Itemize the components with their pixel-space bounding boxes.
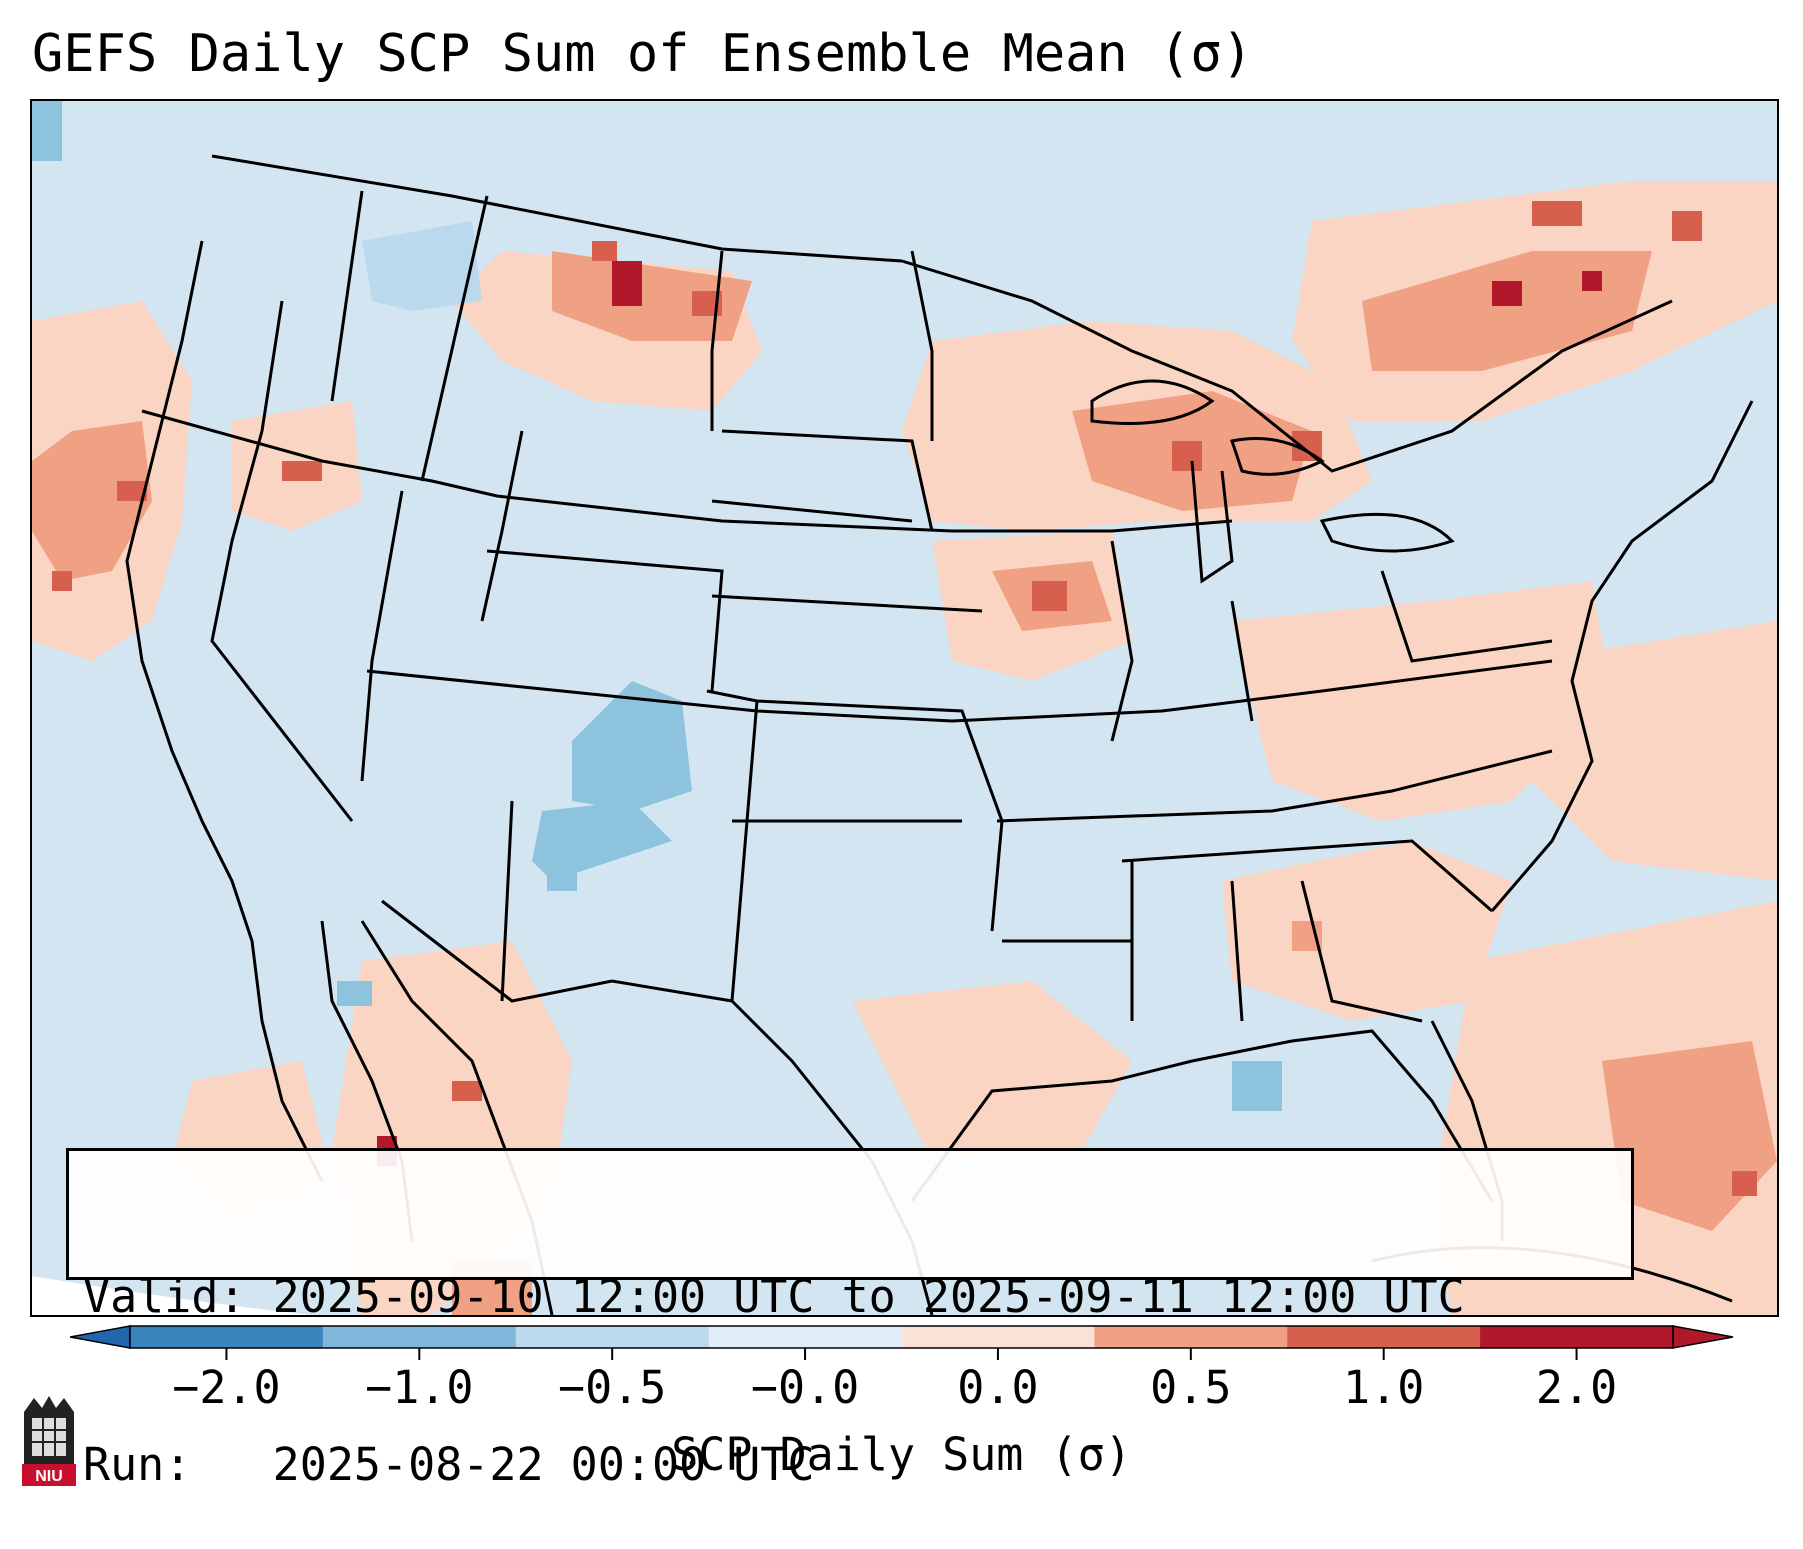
colorbar-bin	[515, 1326, 710, 1348]
colorbar-tick-label: −1.0	[365, 1361, 474, 1414]
state-boundaries	[125, 154, 1754, 1315]
colorbar-tick-label: 0.0	[957, 1361, 1039, 1414]
chart-title: GEFS Daily SCP Sum of Ensemble Mean (σ)	[32, 24, 1253, 84]
colorbar-label: SCP Daily Sum (σ)	[671, 1428, 1132, 1481]
svg-text:NIU: NIU	[35, 1468, 63, 1485]
colorbar-tick-label: 2.0	[1535, 1361, 1618, 1414]
colorbar-tick-label: 0.5	[1150, 1361, 1232, 1414]
colorbar-bin	[1094, 1326, 1288, 1348]
colorbar-outline	[129, 1325, 1674, 1349]
valid-time-box: Valid: 2025-09-10 12:00 UTC to 2025-09-1…	[66, 1148, 1634, 1491]
colorbar-bin	[130, 1326, 324, 1348]
colorbar-extend-high	[1672, 1325, 1734, 1349]
run-time-text: Run: 2025-08-22 00:00 UTC	[83, 1438, 815, 1491]
colorbar-tick-label: −2.0	[172, 1361, 281, 1414]
colorbar-bin	[901, 1326, 1095, 1348]
colorbar-bin	[708, 1326, 902, 1348]
colorbar-extend-low	[70, 1325, 131, 1349]
colorbar-tick-label: −0.5	[558, 1361, 667, 1414]
colorbar-bin	[322, 1326, 517, 1348]
map-canvas	[32, 101, 1777, 1315]
valid-time-text: Valid: 2025-09-10 12:00 UTC to 2025-09-1…	[83, 1270, 1465, 1323]
map-panel	[30, 99, 1779, 1317]
colorbar-tick-label: −0.0	[750, 1361, 860, 1414]
colorbar	[70, 1325, 1734, 1360]
colorbar-tick-label: 1.0	[1343, 1361, 1425, 1414]
anomaly-shading	[32, 101, 1777, 1315]
colorbar-bin	[1287, 1326, 1481, 1348]
niu-logo: NIU	[22, 1396, 76, 1486]
colorbar-bin	[1480, 1326, 1674, 1348]
